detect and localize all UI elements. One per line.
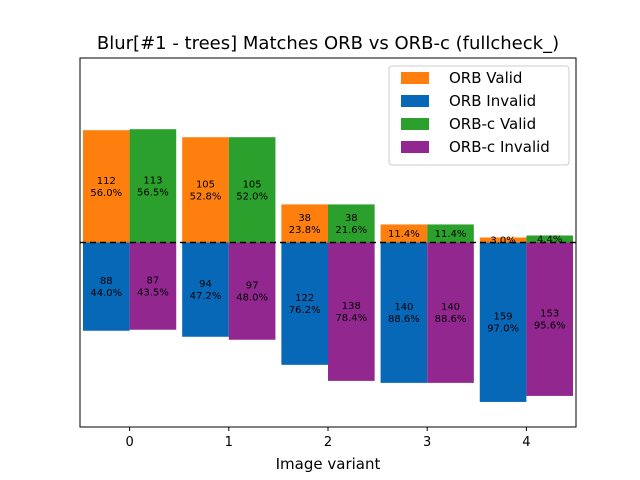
bars-layer [82, 129, 574, 402]
x-axis-label: Image variant [276, 455, 381, 473]
bar-orb-invalid-3 [380, 242, 428, 383]
bar-orb-c-invalid-1 [228, 242, 276, 340]
bar-orb-valid-0 [82, 130, 130, 243]
x-tick-label: 1 [225, 435, 233, 450]
legend-entry: ORB Valid [449, 69, 522, 87]
bar-label-orb-valid-1: 105 52.8% [190, 179, 222, 202]
bar-label-orb-c-invalid-1: 97 48.0% [236, 281, 268, 304]
bar-orb-c-invalid-4 [526, 242, 574, 396]
bar-orb-invalid-4 [479, 242, 527, 402]
bar-orb-c-valid-1 [228, 137, 276, 243]
bar-orb-c-invalid-2 [328, 242, 375, 381]
bar-label-orb-invalid-0: 88 44.0% [90, 276, 122, 299]
bar-orb-valid-2 [281, 204, 328, 243]
legend-swatch [401, 95, 429, 107]
bar-label-orb-c-invalid-3: 140 88.6% [435, 302, 467, 325]
bar-label-orb-invalid-4: 159 97.0% [487, 312, 519, 335]
bar-label-orb-c-valid-0: 113 56.5% [137, 175, 169, 198]
bar-label-orb-c-invalid-4: 153 95.6% [534, 309, 566, 332]
bar-orb-valid-4 [479, 237, 527, 243]
legend-swatch [401, 141, 429, 153]
bar-orb-invalid-0 [82, 242, 130, 331]
legend-swatch [401, 72, 429, 84]
bar-orb-c-valid-2 [328, 204, 375, 243]
legend-entry: ORB Invalid [449, 92, 536, 110]
bar-orb-valid-1 [182, 137, 229, 243]
bar-label-orb-c-invalid-2: 138 78.4% [335, 301, 367, 324]
x-axis: 0 1 2 3 4 [125, 427, 531, 450]
bar-orb-invalid-2 [281, 242, 328, 365]
legend: ORB Valid ORB Invalid ORB-c Valid ORB-c Inv… [388, 65, 570, 166]
bar-orb-c-invalid-3 [427, 242, 474, 383]
legend-entry: ORB-c Valid [449, 115, 536, 133]
x-tick-label: 4 [522, 435, 530, 450]
bar-label-orb-valid-3: 11.4% [388, 229, 420, 240]
bar-labels-layer: 112 56.0% 88 44.0% 105 52.8% 94 47.2% 38 23.8% 122… [90, 175, 565, 334]
bar-orb-c-valid-3 [427, 224, 474, 243]
bar-label-orb-c-invalid-0: 87 43.5% [137, 276, 169, 299]
x-tick-label: 2 [324, 435, 332, 450]
legend-entry: ORB-c Invalid [449, 138, 550, 156]
bar-label-orb-c-valid-2: 38 21.6% [335, 213, 367, 236]
x-tick-label: 3 [423, 435, 431, 450]
bar-label-orb-invalid-3: 140 88.6% [388, 302, 420, 325]
bar-label-orb-c-valid-3: 11.4% [435, 229, 467, 240]
legend-box [388, 65, 570, 166]
bar-label-orb-valid-2: 38 23.8% [289, 213, 321, 236]
bar-orb-valid-3 [380, 224, 428, 243]
bar-label-orb-invalid-1: 94 47.2% [190, 279, 222, 302]
bar-label-orb-c-valid-4: 4.4% [537, 234, 562, 245]
bar-label-orb-valid-4: 3.0% [490, 235, 515, 246]
bar-label-orb-valid-0: 112 56.0% [90, 176, 122, 199]
bar-orb-invalid-1 [182, 242, 229, 337]
bar-orb-c-valid-4 [526, 235, 574, 243]
bar-orb-c-valid-0 [129, 129, 177, 243]
bar-label-orb-c-valid-1: 105 52.0% [236, 179, 268, 202]
bar-label-orb-invalid-2: 122 76.2% [289, 293, 321, 316]
legend-swatch [401, 118, 429, 130]
x-tick-label: 0 [125, 435, 133, 450]
chart-title: Blur[#1 - trees] Matches ORB vs ORB-c (f… [97, 33, 559, 54]
bar-orb-c-invalid-0 [129, 242, 177, 330]
